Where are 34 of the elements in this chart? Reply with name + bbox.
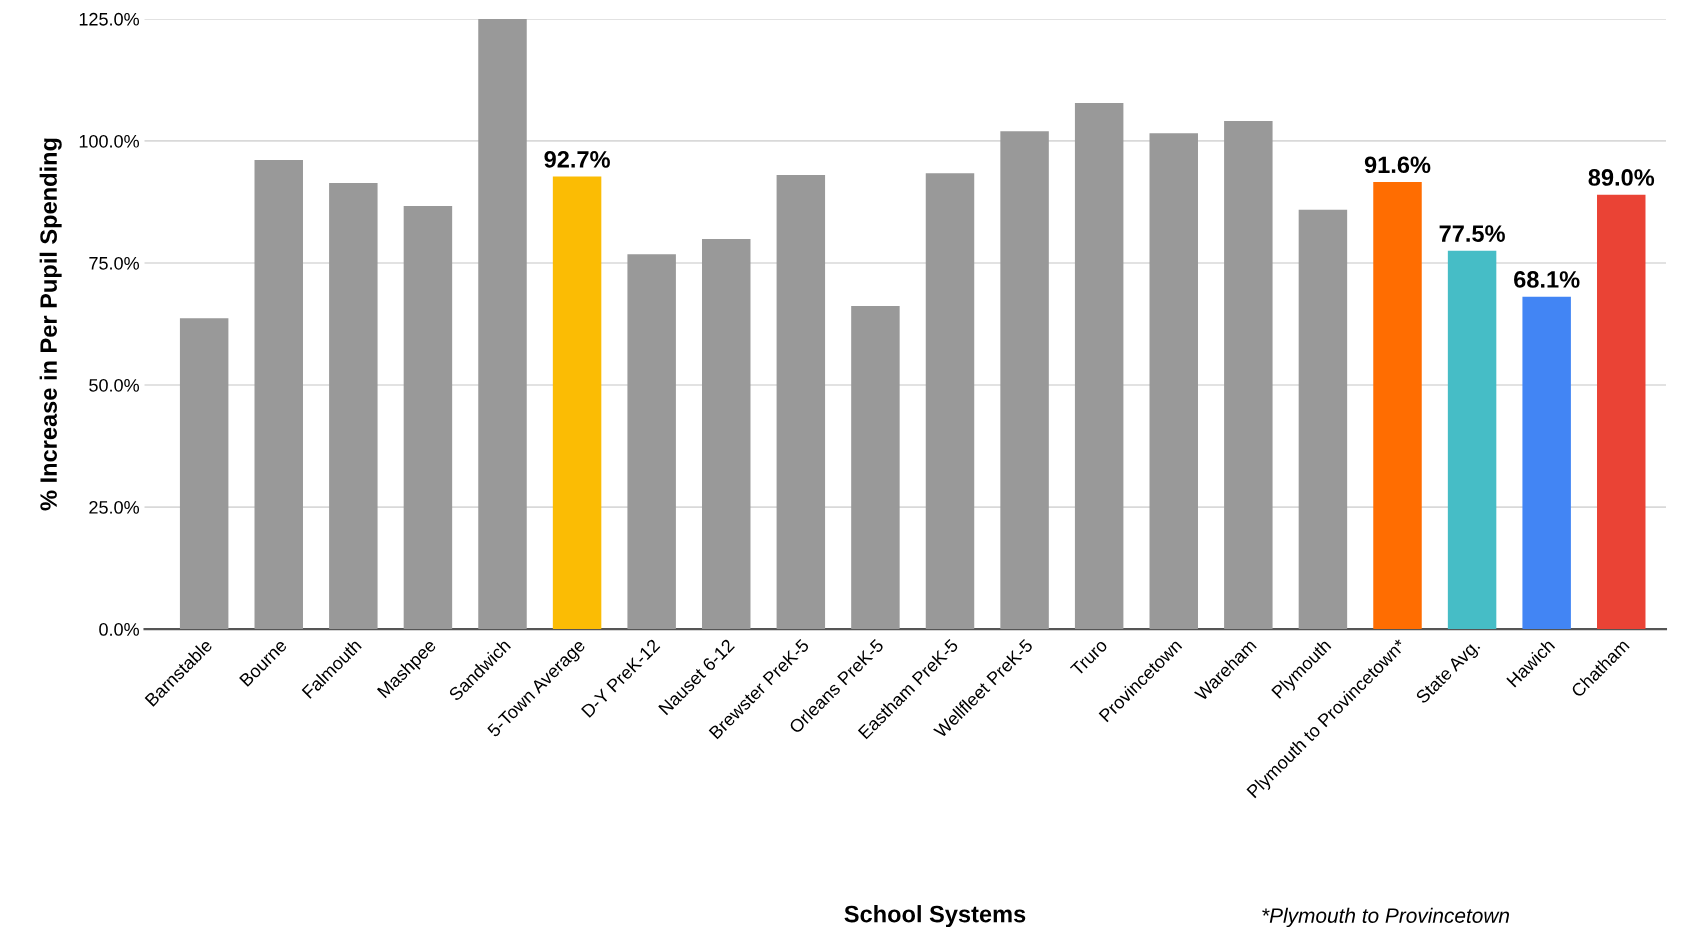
y-tick-label: 25.0% xyxy=(89,500,139,514)
bar xyxy=(851,305,900,630)
bar xyxy=(1373,181,1422,630)
bar xyxy=(478,18,527,630)
bar xyxy=(1000,131,1049,630)
bar xyxy=(329,182,378,630)
bar xyxy=(403,205,453,630)
bar xyxy=(627,254,676,630)
bar xyxy=(552,176,602,630)
data-label: 89.0% xyxy=(1588,169,1655,186)
y-tick-label: 50.0% xyxy=(89,378,139,392)
y-tick-label: 125.0% xyxy=(79,12,139,26)
data-label: 77.5% xyxy=(1439,225,1505,242)
x-axis-title: School Systems xyxy=(844,905,1026,928)
bar xyxy=(1447,250,1497,630)
bar xyxy=(1522,296,1571,630)
bar xyxy=(776,175,826,630)
data-label: 68.1% xyxy=(1514,271,1580,288)
y-axis-title: % Increase in Per Pupil Spending xyxy=(39,138,62,511)
text: *Plymouth to Provincetown xyxy=(1262,907,1510,928)
bar xyxy=(1597,194,1646,630)
bar xyxy=(1074,102,1124,630)
data-label: 92.7% xyxy=(544,151,610,168)
bar xyxy=(1298,209,1348,630)
bar xyxy=(179,318,229,630)
bar xyxy=(1149,133,1198,630)
y-tick-label: 75.0% xyxy=(89,256,139,270)
bar xyxy=(254,159,303,630)
y-tick-label: 100.0% xyxy=(79,134,139,148)
bar xyxy=(925,173,975,630)
y-tick-label: 0.0% xyxy=(99,623,139,636)
bar xyxy=(1224,120,1273,630)
bar xyxy=(702,239,751,630)
data-label: 91.6% xyxy=(1364,156,1431,174)
